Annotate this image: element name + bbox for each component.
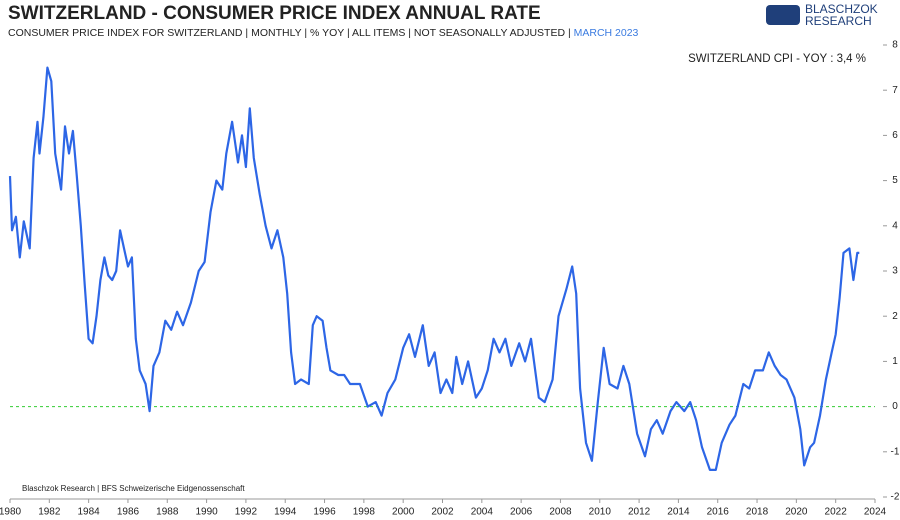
x-tick-label: 2006 xyxy=(510,507,533,518)
x-tick-label: 2010 xyxy=(589,507,612,518)
y-tick-label: 3 xyxy=(892,266,898,277)
subtitle-date: MARCH 2023 xyxy=(574,27,639,39)
x-tick-label: 1994 xyxy=(274,507,297,518)
x-tick-label: 1980 xyxy=(0,507,22,518)
subtitle: CONSUMER PRICE INDEX FOR SWITZERLAND | M… xyxy=(8,27,639,39)
logo-text: BLASCHZOK xyxy=(805,2,878,16)
logo-text: RESEARCH xyxy=(805,14,872,28)
x-tick-label: 2024 xyxy=(864,507,887,518)
x-tick-label: 2022 xyxy=(825,507,848,518)
x-tick-label: 1988 xyxy=(156,507,179,518)
x-tick-label: 2004 xyxy=(471,507,494,518)
x-tick-label: 1990 xyxy=(195,507,218,518)
y-tick-label: -1 xyxy=(891,446,900,457)
x-tick-label: 1982 xyxy=(38,507,61,518)
x-tick-label: 2020 xyxy=(785,507,808,518)
subtitle-text: CONSUMER PRICE INDEX FOR SWITZERLAND | M… xyxy=(8,27,571,39)
y-tick-label: -2 xyxy=(891,492,900,503)
x-tick-label: 2012 xyxy=(628,507,651,518)
annotation: SWITZERLAND CPI - YOY : 3,4 % xyxy=(688,53,866,65)
y-tick-label: 0 xyxy=(892,401,898,412)
chart-title: SWITZERLAND - CONSUMER PRICE INDEX ANNUA… xyxy=(8,3,541,24)
x-tick-label: 2002 xyxy=(431,507,454,518)
x-tick-label: 1998 xyxy=(353,507,376,518)
logo-icon xyxy=(766,5,800,25)
x-tick-label: 1996 xyxy=(313,507,336,518)
source: Blaschzok Research | BFS Schweizerische … xyxy=(22,484,245,493)
logo: BLASCHZOK RESEARCH xyxy=(766,2,878,28)
x-tick-label: 1984 xyxy=(78,507,101,518)
y-tick-label: 8 xyxy=(892,40,898,51)
y-tick-label: 6 xyxy=(892,130,898,141)
x-tick-label: 1992 xyxy=(235,507,258,518)
y-tick-label: 7 xyxy=(892,85,898,96)
x-tick-label: 2014 xyxy=(667,507,690,518)
y-tick-label: 1 xyxy=(892,356,898,367)
x-tick-label: 2008 xyxy=(549,507,572,518)
line-series xyxy=(8,66,860,471)
y-tick-label: 2 xyxy=(892,311,898,322)
x-tick-label: 2000 xyxy=(392,507,415,518)
y-tick-label: 4 xyxy=(892,220,898,231)
x-tick-label: 2018 xyxy=(746,507,769,518)
x-tick-label: 2016 xyxy=(707,507,730,518)
x-tick-label: 1986 xyxy=(117,507,140,518)
y-tick-label: 5 xyxy=(892,175,898,186)
